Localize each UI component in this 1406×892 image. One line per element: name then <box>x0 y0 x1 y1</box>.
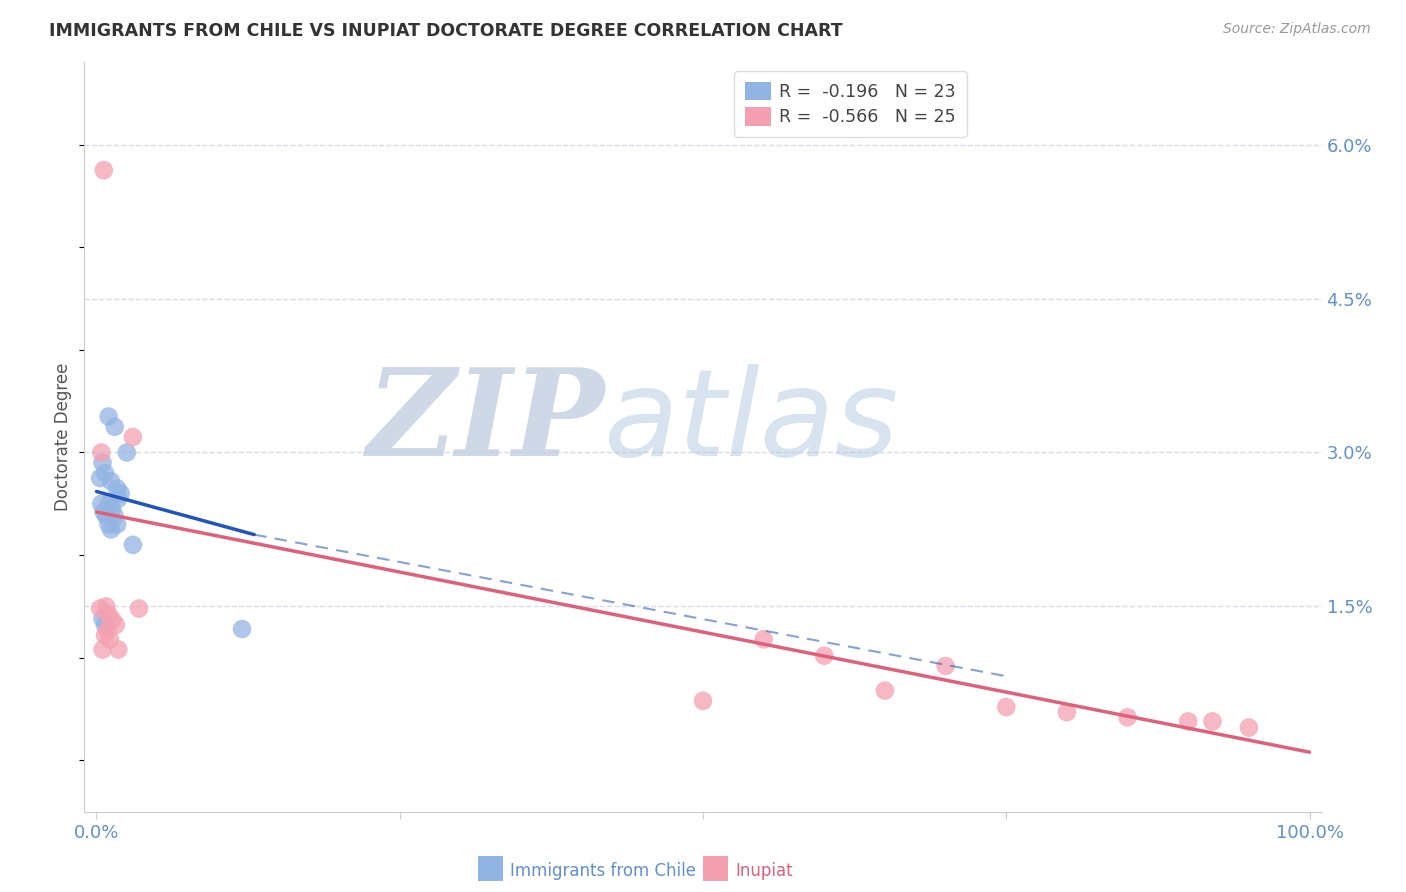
Point <box>101 613 124 627</box>
Point <box>107 491 129 506</box>
Text: atlas: atlas <box>605 364 900 481</box>
Point <box>91 612 114 626</box>
Y-axis label: Doctorate Degree: Doctorate Degree <box>53 363 72 511</box>
Point <box>104 509 127 524</box>
Point <box>1177 714 1199 729</box>
Point <box>752 632 775 647</box>
Point <box>89 471 111 485</box>
Text: ZIP: ZIP <box>366 363 605 482</box>
Point <box>104 618 127 632</box>
Point <box>89 601 111 615</box>
Point <box>98 632 121 647</box>
Point <box>97 517 120 532</box>
Point <box>91 456 114 470</box>
Text: IMMIGRANTS FROM CHILE VS INUPIAT DOCTORATE DEGREE CORRELATION CHART: IMMIGRANTS FROM CHILE VS INUPIAT DOCTORA… <box>49 22 842 40</box>
Point <box>692 694 714 708</box>
Point <box>96 599 118 614</box>
Point <box>100 474 122 488</box>
Point <box>935 659 957 673</box>
Point <box>1201 714 1223 729</box>
Text: Immigrants from Chile: Immigrants from Chile <box>510 862 696 880</box>
Legend: R =  -0.196   N = 23, R =  -0.566   N = 25: R = -0.196 N = 23, R = -0.566 N = 25 <box>734 71 966 136</box>
Point <box>1237 721 1260 735</box>
Point <box>122 430 145 444</box>
Point <box>995 700 1018 714</box>
Point <box>94 628 117 642</box>
Point <box>93 163 115 178</box>
Point <box>93 505 115 519</box>
Point <box>100 523 122 537</box>
Point <box>1116 710 1139 724</box>
Point <box>94 466 117 480</box>
Point <box>91 642 114 657</box>
Point <box>110 486 132 500</box>
Point <box>122 538 145 552</box>
Point <box>97 607 120 622</box>
Point <box>90 445 112 459</box>
Point <box>94 618 117 632</box>
Point <box>96 623 118 637</box>
Point <box>90 497 112 511</box>
Point <box>101 502 124 516</box>
Point <box>873 683 896 698</box>
Point <box>97 409 120 424</box>
Point <box>97 497 120 511</box>
Text: Source: ZipAtlas.com: Source: ZipAtlas.com <box>1223 22 1371 37</box>
Point <box>128 601 150 615</box>
Point <box>104 419 127 434</box>
Point <box>105 517 128 532</box>
Point <box>107 642 129 657</box>
Point <box>105 482 128 496</box>
Point <box>1056 705 1078 719</box>
Point <box>813 648 835 663</box>
Text: Inupiat: Inupiat <box>735 862 793 880</box>
Point <box>115 445 138 459</box>
Point <box>96 509 118 524</box>
Point <box>231 622 253 636</box>
